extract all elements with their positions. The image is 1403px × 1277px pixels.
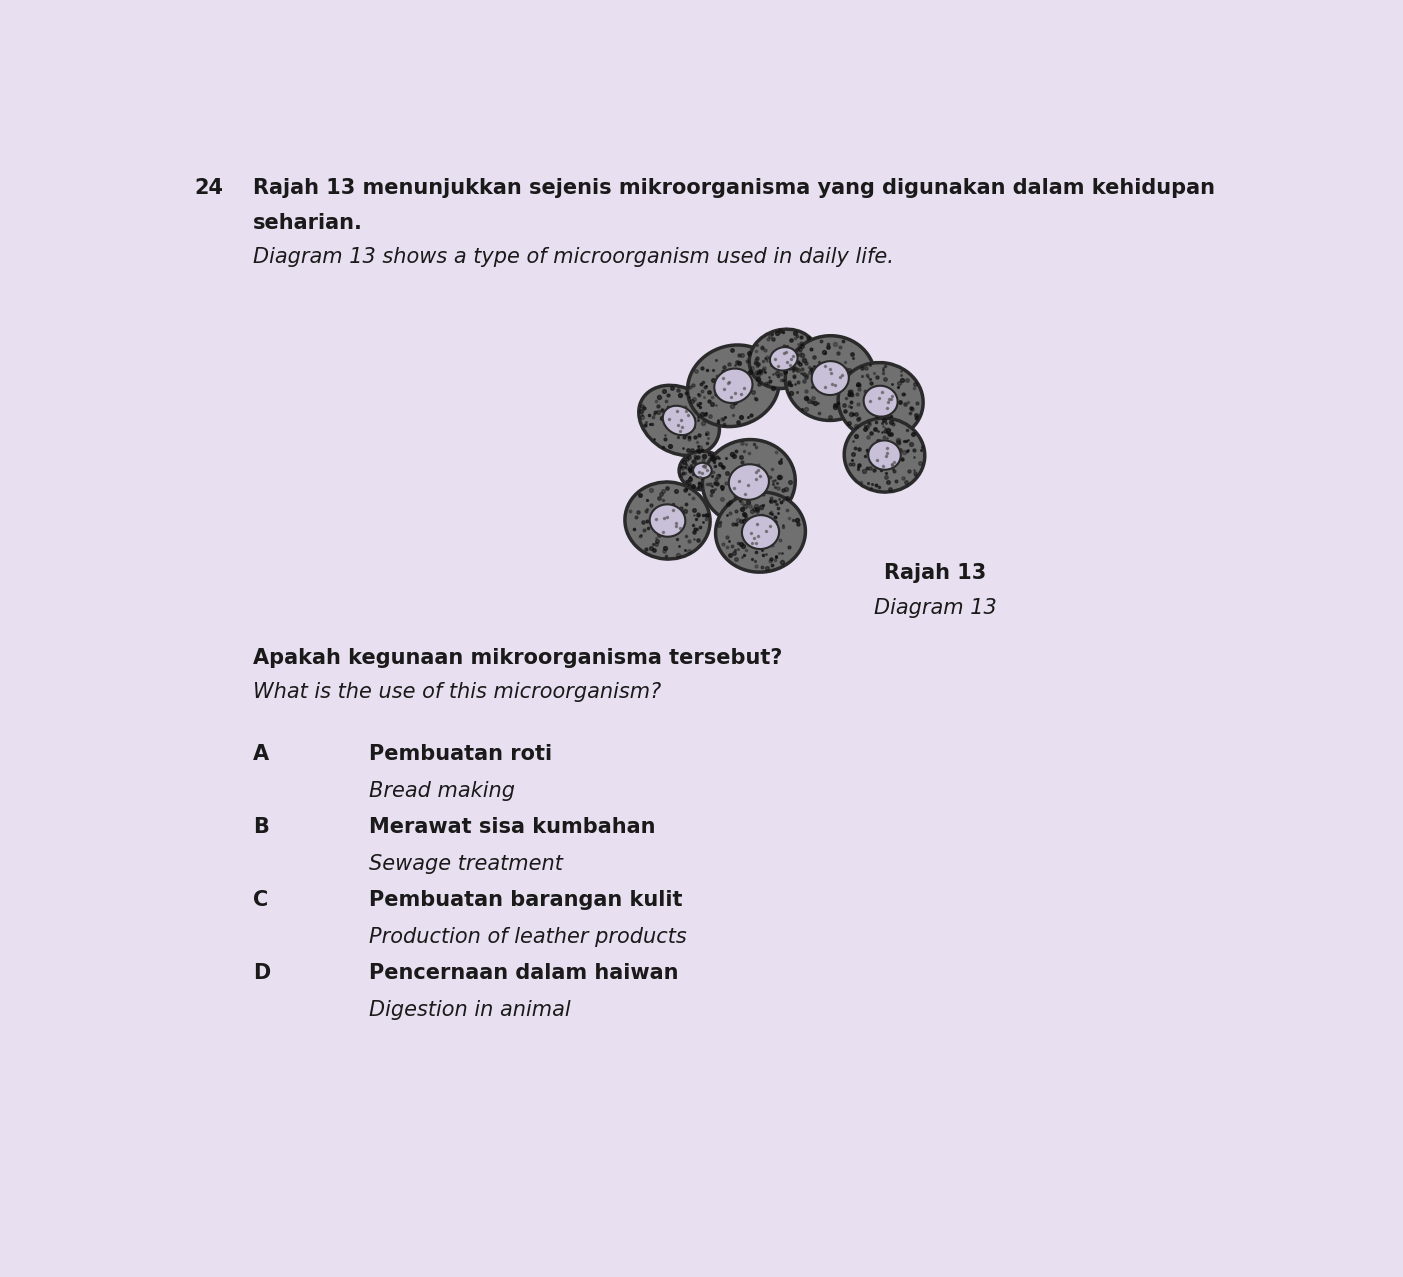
Ellipse shape	[838, 363, 923, 439]
Text: Rajah 13: Rajah 13	[884, 563, 986, 582]
Ellipse shape	[845, 418, 925, 492]
Text: Diagram 13: Diagram 13	[874, 598, 996, 618]
Text: 24: 24	[195, 178, 223, 198]
Ellipse shape	[662, 406, 696, 435]
Text: What is the use of this microorganism?: What is the use of this microorganism?	[253, 682, 661, 702]
Ellipse shape	[638, 386, 720, 456]
Text: Rajah 13 menunjukkan sejenis mikroorganisma yang digunakan dalam kehidupan: Rajah 13 menunjukkan sejenis mikroorgani…	[253, 178, 1215, 198]
Text: Pembuatan barangan kulit: Pembuatan barangan kulit	[369, 890, 683, 911]
Ellipse shape	[728, 465, 769, 499]
Text: Apakah kegunaan mikroorganisma tersebut?: Apakah kegunaan mikroorganisma tersebut?	[253, 647, 783, 668]
Text: A: A	[253, 743, 269, 764]
Text: Production of leather products: Production of leather products	[369, 927, 687, 948]
Text: seharian.: seharian.	[253, 212, 363, 232]
Ellipse shape	[812, 361, 849, 395]
Text: Digestion in animal: Digestion in animal	[369, 1000, 571, 1020]
Text: C: C	[253, 890, 268, 911]
Ellipse shape	[742, 515, 779, 549]
Ellipse shape	[693, 462, 711, 478]
Ellipse shape	[716, 492, 805, 572]
Ellipse shape	[679, 451, 725, 490]
Ellipse shape	[749, 329, 818, 388]
Text: D: D	[253, 963, 271, 983]
Ellipse shape	[770, 347, 797, 370]
Ellipse shape	[650, 504, 685, 536]
Ellipse shape	[786, 336, 875, 420]
Ellipse shape	[687, 345, 779, 427]
Text: Bread making: Bread making	[369, 780, 515, 801]
Text: Pencernaan dalam haiwan: Pencernaan dalam haiwan	[369, 963, 679, 983]
Text: Diagram 13 shows a type of microorganism used in daily life.: Diagram 13 shows a type of microorganism…	[253, 248, 894, 267]
Text: Merawat sisa kumbahan: Merawat sisa kumbahan	[369, 817, 655, 836]
Ellipse shape	[714, 369, 752, 404]
Ellipse shape	[624, 481, 710, 559]
Text: Sewage treatment: Sewage treatment	[369, 854, 563, 873]
Text: Pembuatan roti: Pembuatan roti	[369, 743, 553, 764]
Text: B: B	[253, 817, 269, 836]
Ellipse shape	[703, 439, 796, 525]
Ellipse shape	[864, 386, 898, 416]
Ellipse shape	[868, 441, 901, 470]
